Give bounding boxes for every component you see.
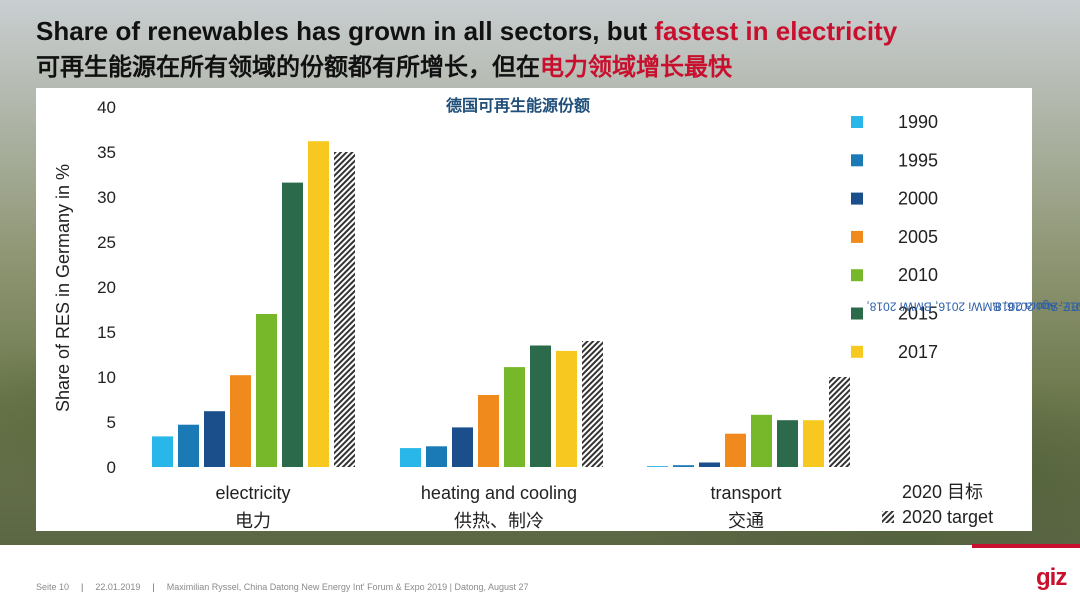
bar-2005-0: [230, 375, 251, 467]
legend-label: 1995: [898, 150, 938, 170]
y-tick-label: 0: [107, 458, 116, 477]
legend-label: 2010: [898, 265, 938, 285]
legend-swatch-2005: [851, 230, 863, 243]
bar-2020-target-0: [334, 152, 355, 467]
y-tick-label: 25: [97, 233, 116, 252]
legend-swatch-1995: [851, 154, 863, 167]
category-label-zh: 交通: [728, 511, 764, 531]
footer-date: 22.01.2019: [95, 582, 141, 592]
bar-2015-2: [777, 420, 798, 467]
bar-2000-2: [699, 462, 720, 467]
slide-title-english: Share of renewables has grown in all sec…: [36, 16, 897, 47]
bar-2017-2: [803, 420, 824, 467]
legend-target-label-en: 2020 target: [902, 507, 993, 527]
bar-2005-2: [725, 433, 746, 467]
bar-1995-1: [426, 446, 447, 467]
legend-swatch-1990: [851, 116, 863, 128]
bar-2017-0: [308, 141, 329, 467]
legend-label: 2017: [898, 342, 938, 362]
bar-1995-0: [178, 424, 199, 467]
bar-2020-target-1: [582, 341, 603, 467]
legend-label: 2000: [898, 189, 938, 209]
legend-target-label-zh: 2020 目标: [902, 482, 983, 502]
category-label-en: heating and cooling: [421, 483, 577, 503]
y-axis-ticks: 0 5 10 15 20 25 30 35 40: [97, 98, 116, 477]
footer-separator: |: [152, 582, 155, 592]
legend-swatch-target: [882, 511, 894, 523]
accent-rule: [972, 544, 1080, 548]
category-label-zh: 电力: [235, 511, 271, 531]
y-tick-label: 15: [97, 323, 116, 342]
legend-swatch-2000: [851, 192, 863, 205]
bar-2010-2: [751, 414, 772, 467]
y-tick-label: 10: [97, 368, 116, 387]
legend-swatch-2017: [851, 345, 863, 358]
category-label-en: electricity: [215, 483, 290, 503]
footer-page: Seite 10: [36, 582, 70, 592]
slide-title-chinese: 可再生能源在所有领域的份额都有所增长，但在电力领域增长最快: [36, 47, 732, 82]
y-tick-label: 35: [97, 143, 116, 162]
bar-2000-0: [204, 411, 225, 467]
bar-2020-target-2: [829, 377, 850, 467]
giz-logo: giz: [1036, 564, 1067, 591]
legend-swatch-2015: [851, 307, 863, 320]
footer-event: Maximilian Ryssel, China Datong New Ener…: [166, 582, 529, 592]
y-tick-label: 30: [97, 188, 116, 207]
category-labels: electricity 电力 heating and cooling 供热、制冷 tra…: [215, 483, 781, 531]
y-tick-label: 20: [97, 278, 116, 297]
category-label-zh: 供热、制冷: [454, 511, 544, 531]
title-english-highlight: fastest in electricity: [654, 16, 898, 46]
chart-panel: 德国可再生能源份额 Share of RES in Germany in % 0…: [36, 88, 1032, 531]
legend-label: 2015: [898, 304, 938, 324]
y-tick-label: 5: [107, 413, 116, 432]
legend-label: 1990: [898, 112, 938, 132]
category-label-en: transport: [710, 483, 781, 503]
footer-separator: |: [81, 582, 84, 592]
legend-label: 2005: [898, 227, 938, 247]
bar-1995-2: [673, 465, 694, 467]
y-tick-label: 40: [97, 98, 116, 117]
chart-subtitle: 德国可再生能源份额: [446, 96, 590, 115]
title-chinese-highlight: 电力领域增长最快: [540, 53, 732, 81]
bar-2017-1: [556, 350, 577, 467]
y-axis-label: Share of RES in Germany in %: [53, 164, 73, 412]
bar-1990-0: [152, 436, 173, 467]
legend-swatch-2010: [851, 269, 863, 282]
bar-1990-2: [647, 466, 668, 467]
bar-2015-1: [530, 345, 551, 467]
footer: Seite 10 | 22.01.2019 | Maximilian Ryssel, C…: [36, 582, 529, 592]
title-chinese-main: 可再生能源在所有领域的份额都有所增长，但在: [36, 53, 540, 81]
bar-chart: 德国可再生能源份额 Share of RES in Germany in % 0…: [53, 96, 993, 531]
bar-2005-1: [478, 395, 499, 467]
source-note-line-2: Agora 2017, Agora 2018.: [991, 299, 1080, 314]
bar-2000-1: [452, 427, 473, 467]
bar-2010-0: [256, 314, 277, 467]
bar-2015-0: [282, 182, 303, 467]
bar-2010-1: [504, 367, 525, 467]
source-note: 资料来源： Ecofys based on AGEE-Stat 2016, BM…: [866, 80, 1080, 532]
bar-marks: [152, 141, 850, 467]
legend: 1990 1995 2000 2005 2010 2015 2017 2020 目标 2020 …: [851, 112, 993, 527]
title-english-main: Share of renewables has grown in all sec…: [36, 16, 655, 46]
bar-1990-1: [400, 448, 421, 467]
